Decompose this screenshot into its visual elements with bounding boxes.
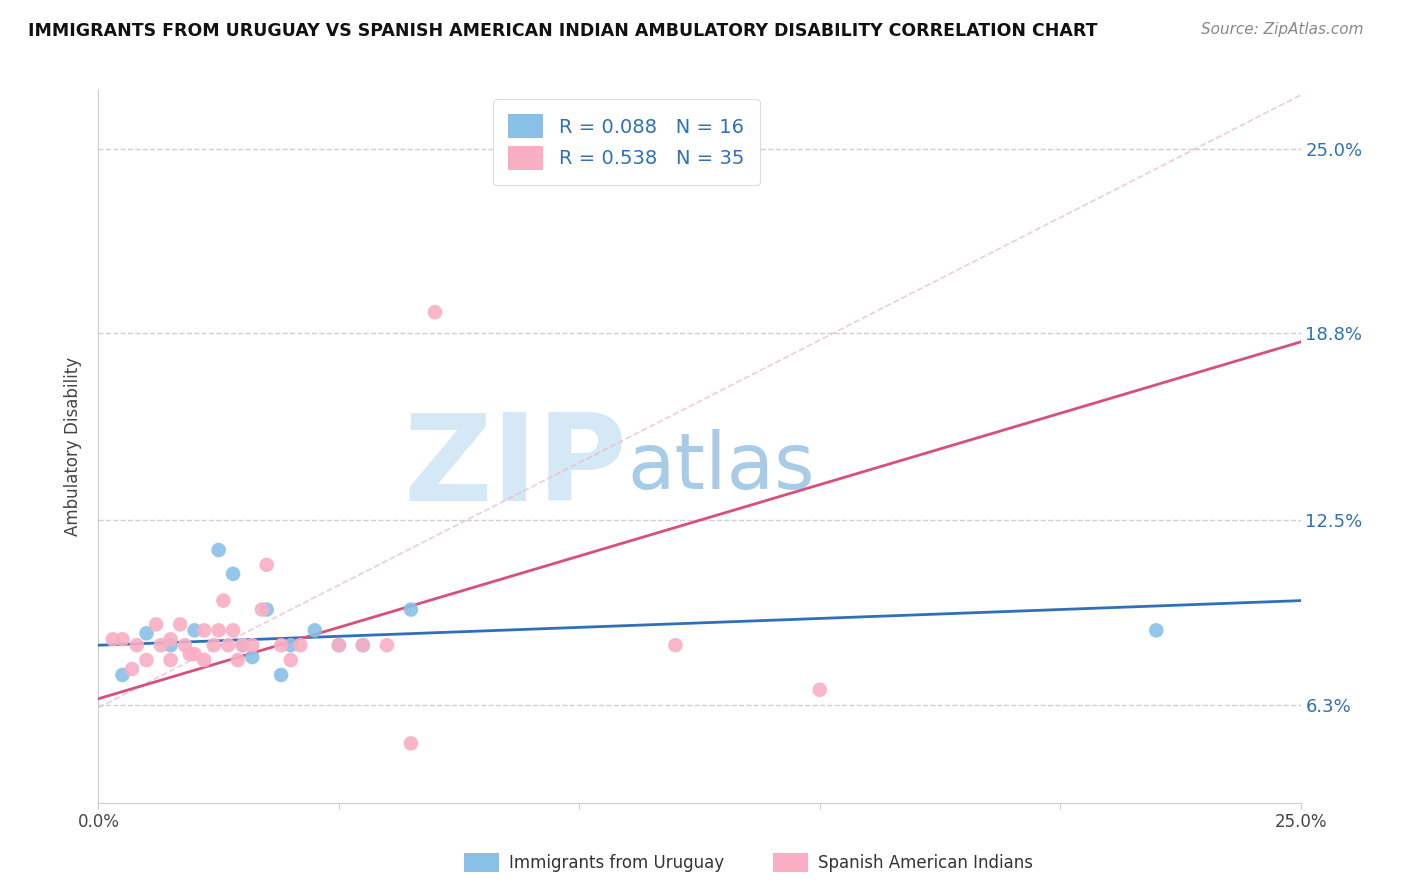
Point [1144,624,1167,638]
Point [208,543,231,558]
Point [125,638,148,652]
Point [232,638,254,652]
Point [217,638,239,652]
Point [270,668,292,682]
Point [159,632,181,647]
Point [174,638,197,652]
Text: Immigrants from Uruguay: Immigrants from Uruguay [509,854,724,871]
Point [135,626,157,640]
Point [222,566,245,581]
Point [179,647,201,661]
Point [240,650,263,665]
Point [183,624,205,638]
Point [232,638,254,652]
Point [149,638,172,652]
Point [375,638,398,652]
Point [101,632,124,647]
Text: ZIP: ZIP [404,409,627,526]
Point [256,602,278,616]
Point [222,624,245,638]
Point [328,638,350,652]
Point [202,638,225,652]
Point [145,617,167,632]
Point [270,638,292,652]
Point [399,602,422,616]
Point [352,638,374,652]
Point [183,647,205,661]
Point [240,638,263,652]
Point [304,624,326,638]
Point [169,617,191,632]
Text: Spanish American Indians: Spanish American Indians [818,854,1033,871]
Point [208,624,231,638]
Point [159,653,181,667]
Point [399,736,422,750]
Point [328,638,350,652]
Text: atlas: atlas [627,429,815,506]
Point [250,602,273,616]
Point [290,638,312,652]
Point [193,624,215,638]
Point [664,638,686,652]
Point [212,593,235,607]
Text: Source: ZipAtlas.com: Source: ZipAtlas.com [1201,22,1364,37]
Point [121,662,143,676]
Legend: R = 0.088   N = 16, R = 0.538   N = 35: R = 0.088 N = 16, R = 0.538 N = 35 [494,99,759,186]
Point [159,638,181,652]
Point [226,653,249,667]
Point [135,653,157,667]
Text: IMMIGRANTS FROM URUGUAY VS SPANISH AMERICAN INDIAN AMBULATORY DISABILITY CORRELA: IMMIGRANTS FROM URUGUAY VS SPANISH AMERI… [28,22,1098,40]
Point [808,682,831,697]
Point [256,558,278,572]
Point [280,638,302,652]
Point [111,668,134,682]
Point [193,653,215,667]
Point [280,653,302,667]
Y-axis label: Ambulatory Disability: Ambulatory Disability [65,357,83,535]
Point [352,638,374,652]
Point [423,305,446,319]
Point [111,632,134,647]
